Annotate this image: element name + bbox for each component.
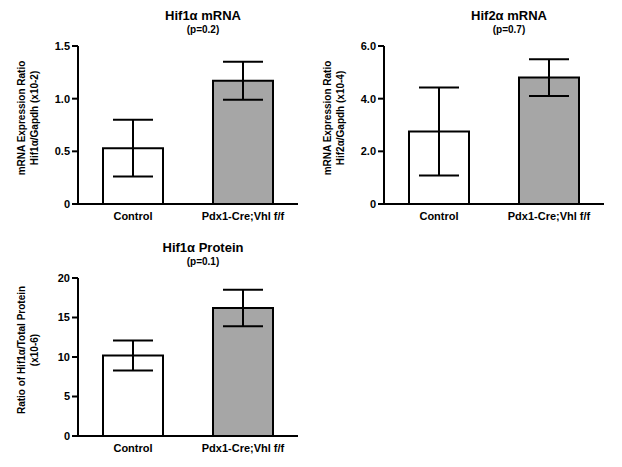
svg-text:2.0: 2.0 [361, 145, 376, 157]
svg-text:6.0: 6.0 [361, 40, 376, 52]
svg-text:1.0: 1.0 [55, 93, 70, 105]
html-text:Hif1α mRNA: Hif1α mRNA [165, 8, 241, 23]
html-text:(p=0.1): (p=0.1) [186, 256, 220, 267]
html-text:Hif1α Protein: Hif1α Protein [162, 240, 244, 255]
svg-text:15: 15 [58, 311, 70, 323]
svg-text:Pdx1-Cre;Vhl f/f: Pdx1-Cre;Vhl f/f [508, 210, 591, 222]
svg-text:Control: Control [113, 210, 152, 222]
svg-text:20: 20 [58, 272, 70, 284]
html-text:mRNA Expression Ratio: mRNA Expression Ratio [322, 60, 333, 176]
html-text:(p=0.7): (p=0.7) [492, 24, 526, 35]
svg-text:1.5: 1.5 [55, 40, 70, 52]
svg-text:Pdx1-Cre;Vhl f/f: Pdx1-Cre;Vhl f/f [202, 210, 285, 222]
svg-text:5: 5 [64, 390, 70, 402]
html-text:Hif1α/Gapdh (x10-2): Hif1α/Gapdh (x10-2) [29, 70, 40, 166]
svg-text:0: 0 [64, 198, 70, 210]
svg-text:Control: Control [419, 210, 458, 222]
svg-text:Pdx1-Cre;Vhl f/f: Pdx1-Cre;Vhl f/f [202, 442, 285, 454]
svg-text:4.0: 4.0 [361, 93, 376, 105]
svg-text:10: 10 [58, 351, 70, 363]
html-text:Hif2α/Gapdh (x10-4): Hif2α/Gapdh (x10-4) [335, 70, 346, 166]
html-text:Ratio of Hif1α/Total Protein: Ratio of Hif1α/Total Protein [16, 285, 27, 415]
html-text:Hif2α mRNA: Hif2α mRNA [471, 8, 547, 23]
html-text:mRNA Expression Ratio: mRNA Expression Ratio [16, 60, 27, 176]
svg-text:0: 0 [370, 198, 376, 210]
html-text:(p=0.2): (p=0.2) [186, 24, 220, 35]
svg-text:0: 0 [64, 430, 70, 442]
svg-text:Control: Control [113, 442, 152, 454]
html-text:(x10-6): (x10-6) [29, 333, 40, 367]
svg-text:0.5: 0.5 [55, 145, 70, 157]
